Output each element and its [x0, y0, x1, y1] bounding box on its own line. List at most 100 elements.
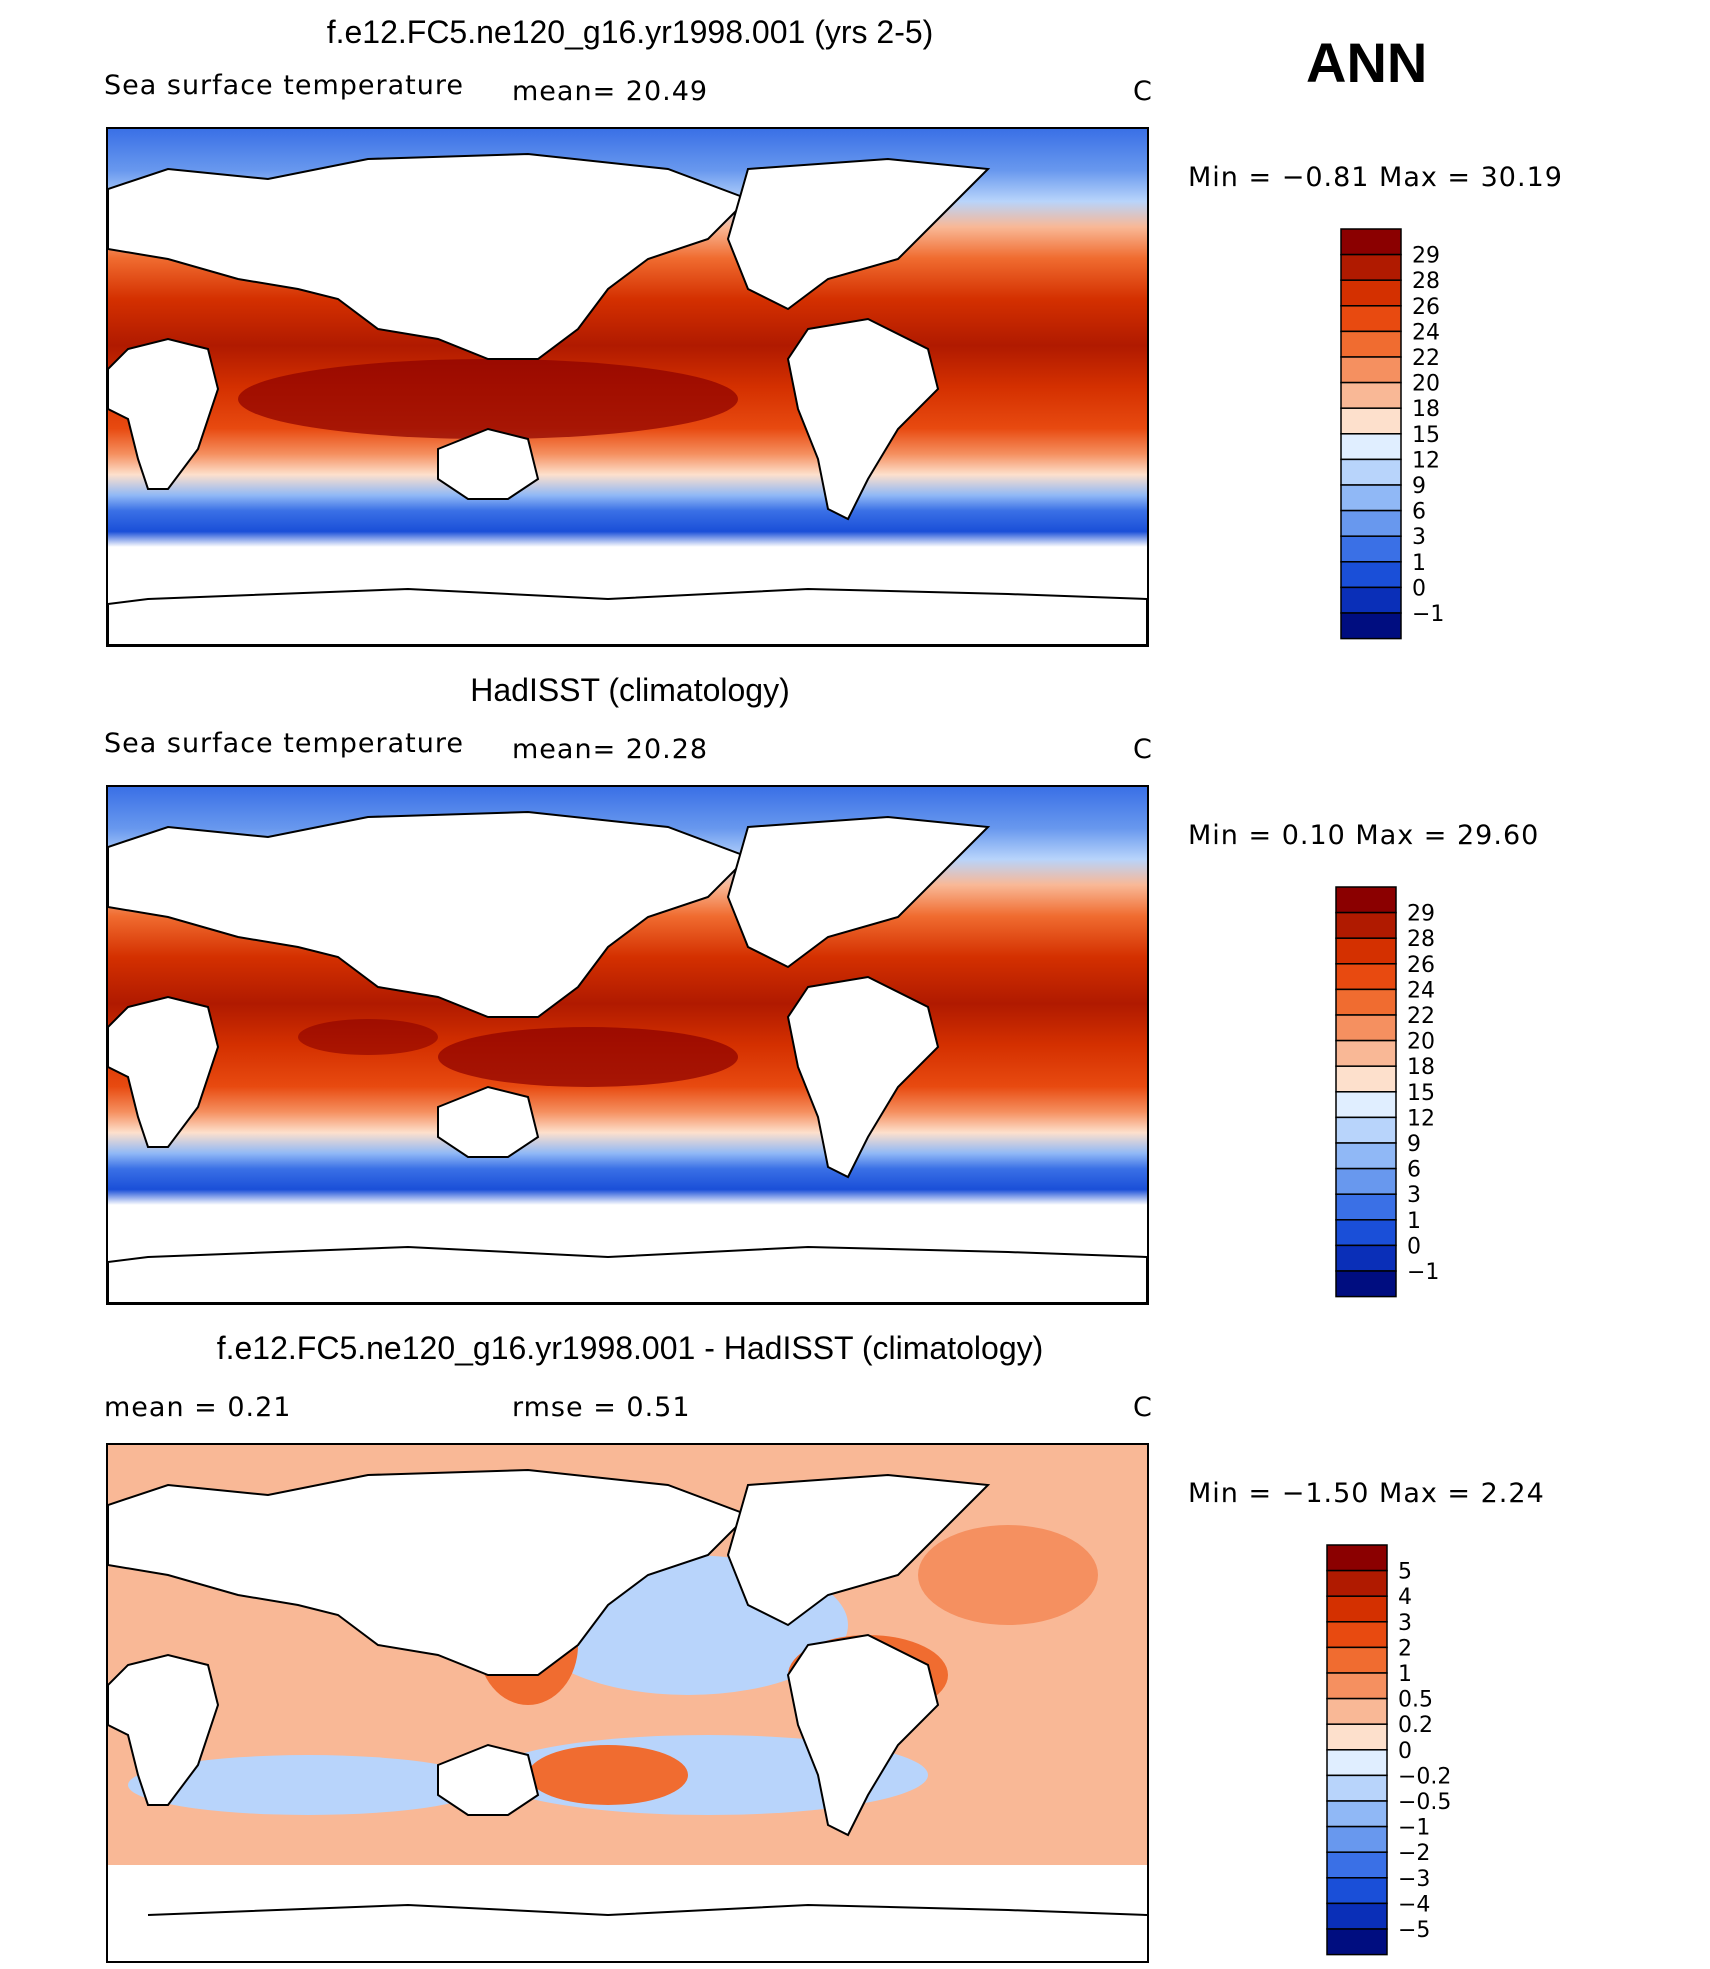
colorbar-swatch: [1335, 1167, 1397, 1195]
season-label: ANN: [1306, 31, 1428, 94]
colorbar-swatch: [1340, 433, 1402, 461]
colorbar-tick-label: −1: [1407, 1260, 1439, 1285]
colorbar-tick-label: 24: [1407, 978, 1435, 1003]
colorbar-swatch: [1326, 1902, 1388, 1930]
colorbar-tick-label: 15: [1412, 423, 1440, 448]
colorbar-tick-label: 4: [1398, 1585, 1412, 1610]
panel-units-obs: C: [1133, 734, 1153, 765]
colorbar-model: 29 28 26 24 22 20 18 15 12 9 6 3 1 0 −1: [1340, 228, 1500, 642]
panel-variable-label-obs: Sea surface temperature: [104, 728, 464, 759]
colorbar-tick-label: −1: [1398, 1816, 1430, 1841]
panel-title-model: f.e12.FC5.ne120_g16.yr1998.001 (yrs 2-5): [326, 14, 934, 50]
colorbar-tick-label: 24: [1412, 320, 1440, 345]
colorbar-swatch: [1335, 1193, 1397, 1221]
panel-title-diff: f.e12.FC5.ne120_g16.yr1998.001 - HadISST…: [216, 1330, 1044, 1366]
colorbar-swatch: [1340, 509, 1402, 537]
colorbar-swatch: [1340, 305, 1402, 333]
panel-rmse-diff: rmse = 0.51: [512, 1392, 691, 1423]
colorbar-tick-label: 9: [1407, 1132, 1421, 1157]
colorbar-swatch: [1335, 1065, 1397, 1093]
colorbar-tick-label: 1: [1412, 551, 1426, 576]
colorbar-swatch: [1335, 963, 1397, 991]
panel-units-diff: C: [1133, 1392, 1153, 1423]
colorbar-tick-label: 3: [1412, 525, 1426, 550]
colorbar-tick-label: 26: [1412, 295, 1440, 320]
colorbar-tick-label: 1: [1398, 1662, 1412, 1687]
colorbar-swatch: [1340, 381, 1402, 409]
colorbar-tick-label: 1: [1407, 1209, 1421, 1234]
colorbar-tick-label: 26: [1407, 953, 1435, 978]
panel-mean-diff: mean = 0.21: [104, 1392, 292, 1423]
minmax-model: Min = −0.81 Max = 30.19: [1188, 162, 1563, 193]
colorbar-swatch: [1326, 1800, 1388, 1828]
colorbar-tick-label: 3: [1398, 1611, 1412, 1636]
colorbar-tick-label: −4: [1398, 1892, 1430, 1917]
panel-title-obs: HadISST (climatology): [470, 672, 790, 708]
colorbar-tick-label: 0.2: [1398, 1713, 1433, 1738]
colorbar-tick-label: 0.5: [1398, 1688, 1433, 1713]
map-obs: [106, 785, 1149, 1305]
colorbar-swatch: [1326, 1697, 1388, 1725]
colorbar-swatch: [1340, 586, 1402, 614]
colorbar-tick-label: −0.2: [1398, 1764, 1451, 1789]
colorbar-tick-label: −2: [1398, 1841, 1430, 1866]
colorbar-tick-label: 22: [1407, 1004, 1435, 1029]
colorbar-swatch: [1326, 1569, 1388, 1597]
colorbar-swatch: [1326, 1621, 1388, 1649]
colorbar-swatch: [1340, 356, 1402, 384]
colorbar-tick-label: 29: [1407, 902, 1435, 927]
minmax-obs: Min = 0.10 Max = 29.60: [1188, 820, 1540, 851]
colorbar-swatch: [1326, 1877, 1388, 1905]
colorbar-swatch: [1335, 988, 1397, 1016]
colorbar-tick-label: 28: [1412, 269, 1440, 294]
colorbar-swatch: [1335, 886, 1397, 914]
colorbar-tick-label: −5: [1398, 1918, 1430, 1943]
colorbar-swatch: [1340, 279, 1402, 307]
colorbar-swatch: [1335, 1142, 1397, 1170]
colorbar-tick-label: 22: [1412, 346, 1440, 371]
colorbar-swatch: [1340, 330, 1402, 358]
colorbar-swatch: [1335, 937, 1397, 965]
colorbar-tick-label: 0: [1412, 576, 1426, 601]
colorbar-swatch: [1340, 612, 1402, 640]
colorbar-swatch: [1326, 1851, 1388, 1879]
colorbar-obs: 29 28 26 24 22 20 18 15 12 9 6 3 1 0 −1: [1335, 886, 1495, 1300]
colorbar-swatch: [1335, 1014, 1397, 1042]
colorbar-swatch: [1326, 1672, 1388, 1700]
colorbar-tick-label: 6: [1412, 500, 1426, 525]
colorbar-swatch: [1340, 228, 1402, 256]
colorbar-tick-label: 5: [1398, 1560, 1412, 1585]
colorbar-tick-label: 18: [1412, 397, 1440, 422]
colorbar-swatch: [1340, 253, 1402, 281]
panel-variable-label-model: Sea surface temperature: [104, 70, 464, 101]
colorbar-tick-label: 0: [1398, 1739, 1412, 1764]
minmax-diff: Min = −1.50 Max = 2.24: [1188, 1478, 1545, 1509]
colorbar-tick-label: 20: [1412, 372, 1440, 397]
panel-mean-obs: mean= 20.28: [512, 734, 709, 765]
colorbar-swatch: [1340, 484, 1402, 512]
colorbar-tick-label: 3: [1407, 1183, 1421, 1208]
colorbar-tick-label: −0.5: [1398, 1790, 1451, 1815]
colorbar-tick-label: −3: [1398, 1867, 1430, 1892]
colorbar-swatch: [1326, 1749, 1388, 1777]
colorbar-swatch: [1340, 535, 1402, 563]
colorbar-swatch: [1326, 1544, 1388, 1572]
colorbar-diff: 5 4 3 2 1 0.5 0.2 0 −0.2 −0.5 −1 −2 −3 −4 −5: [1326, 1544, 1486, 1958]
colorbar-tick-label: 2: [1398, 1636, 1412, 1661]
colorbar-tick-label: 9: [1412, 474, 1426, 499]
colorbar-tick-label: −1: [1412, 602, 1444, 627]
colorbar-swatch: [1335, 1116, 1397, 1144]
colorbar-swatch: [1326, 1595, 1388, 1623]
colorbar-swatch: [1335, 1039, 1397, 1067]
colorbar-swatch: [1326, 1646, 1388, 1674]
colorbar-swatch: [1326, 1774, 1388, 1802]
colorbar-tick-label: 6: [1407, 1158, 1421, 1183]
colorbar-swatch: [1340, 561, 1402, 589]
colorbar-swatch: [1326, 1928, 1388, 1956]
colorbar-swatch: [1335, 1270, 1397, 1298]
map-diff: [106, 1443, 1149, 1963]
colorbar-swatch: [1335, 1091, 1397, 1119]
